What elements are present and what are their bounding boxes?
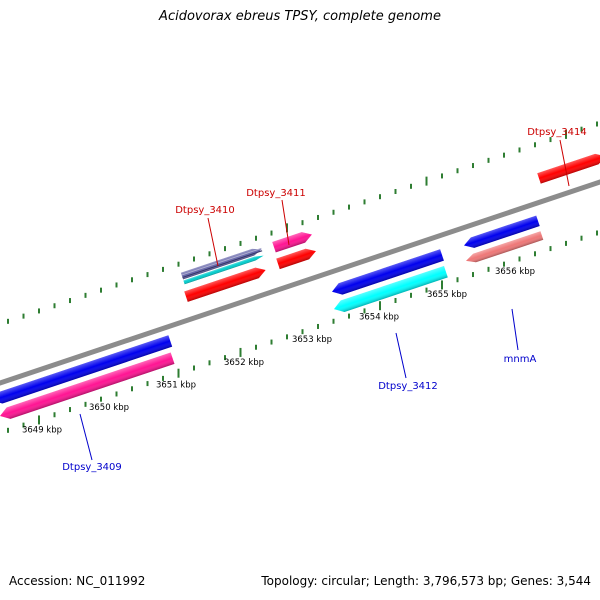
genome-backbone bbox=[0, 179, 600, 386]
feature-arrow[interactable] bbox=[0, 335, 173, 406]
tick-label: 3650 kbp bbox=[89, 403, 129, 413]
label-leader-line bbox=[207, 217, 219, 267]
tick-label: 3649 kbp bbox=[22, 426, 62, 436]
feature-label[interactable]: mnmA bbox=[504, 354, 537, 365]
feature-dtpsy_3412[interactable] bbox=[332, 265, 448, 315]
tick-label: 3656 kbp bbox=[495, 267, 535, 277]
feature-label[interactable]: Dtpsy_3412 bbox=[378, 381, 438, 392]
map-title: Acidovorax ebreus TPSY, complete genome bbox=[159, 9, 441, 24]
feature-label[interactable]: Dtpsy_3414 bbox=[527, 127, 587, 138]
tick-label: 3652 kbp bbox=[224, 358, 264, 368]
feature-arrow[interactable] bbox=[462, 215, 540, 251]
accession-text: Accession: NC_011992 bbox=[9, 574, 146, 588]
inner-tick-track bbox=[7, 230, 598, 433]
feature-arrow[interactable] bbox=[183, 254, 264, 285]
label-leader-line bbox=[511, 308, 519, 351]
tick-label: 3655 kbp bbox=[427, 290, 467, 300]
feature-dtpsy_3410[interactable] bbox=[184, 265, 267, 302]
label-leader-line bbox=[281, 199, 290, 246]
feature-arrow[interactable] bbox=[180, 246, 263, 280]
label-leader-line bbox=[79, 413, 93, 461]
feature-dtpsy_3411[interactable] bbox=[272, 229, 313, 253]
genome-summary-text: Topology: circular; Length: 3,796,573 bp… bbox=[261, 574, 591, 588]
tick-label: 3653 kbp bbox=[292, 335, 332, 345]
feature-arrow[interactable] bbox=[276, 246, 317, 270]
tick-label: 3654 kbp bbox=[359, 313, 399, 323]
feature-label[interactable]: Dtpsy_3411 bbox=[246, 188, 306, 199]
feature-label[interactable]: Dtpsy_3410 bbox=[175, 205, 235, 216]
feature-mnma[interactable] bbox=[465, 231, 544, 265]
tick-label: 3651 kbp bbox=[156, 381, 196, 391]
label-leader-line bbox=[559, 139, 570, 187]
feature-dtpsy_3414[interactable] bbox=[537, 151, 600, 184]
outer-tick-track bbox=[7, 121, 598, 324]
feature-dtpsy_3409[interactable] bbox=[0, 352, 175, 421]
feature-arrow[interactable] bbox=[330, 249, 444, 297]
feature-label[interactable]: Dtpsy_3409 bbox=[62, 462, 122, 473]
label-leader-line bbox=[395, 332, 407, 379]
